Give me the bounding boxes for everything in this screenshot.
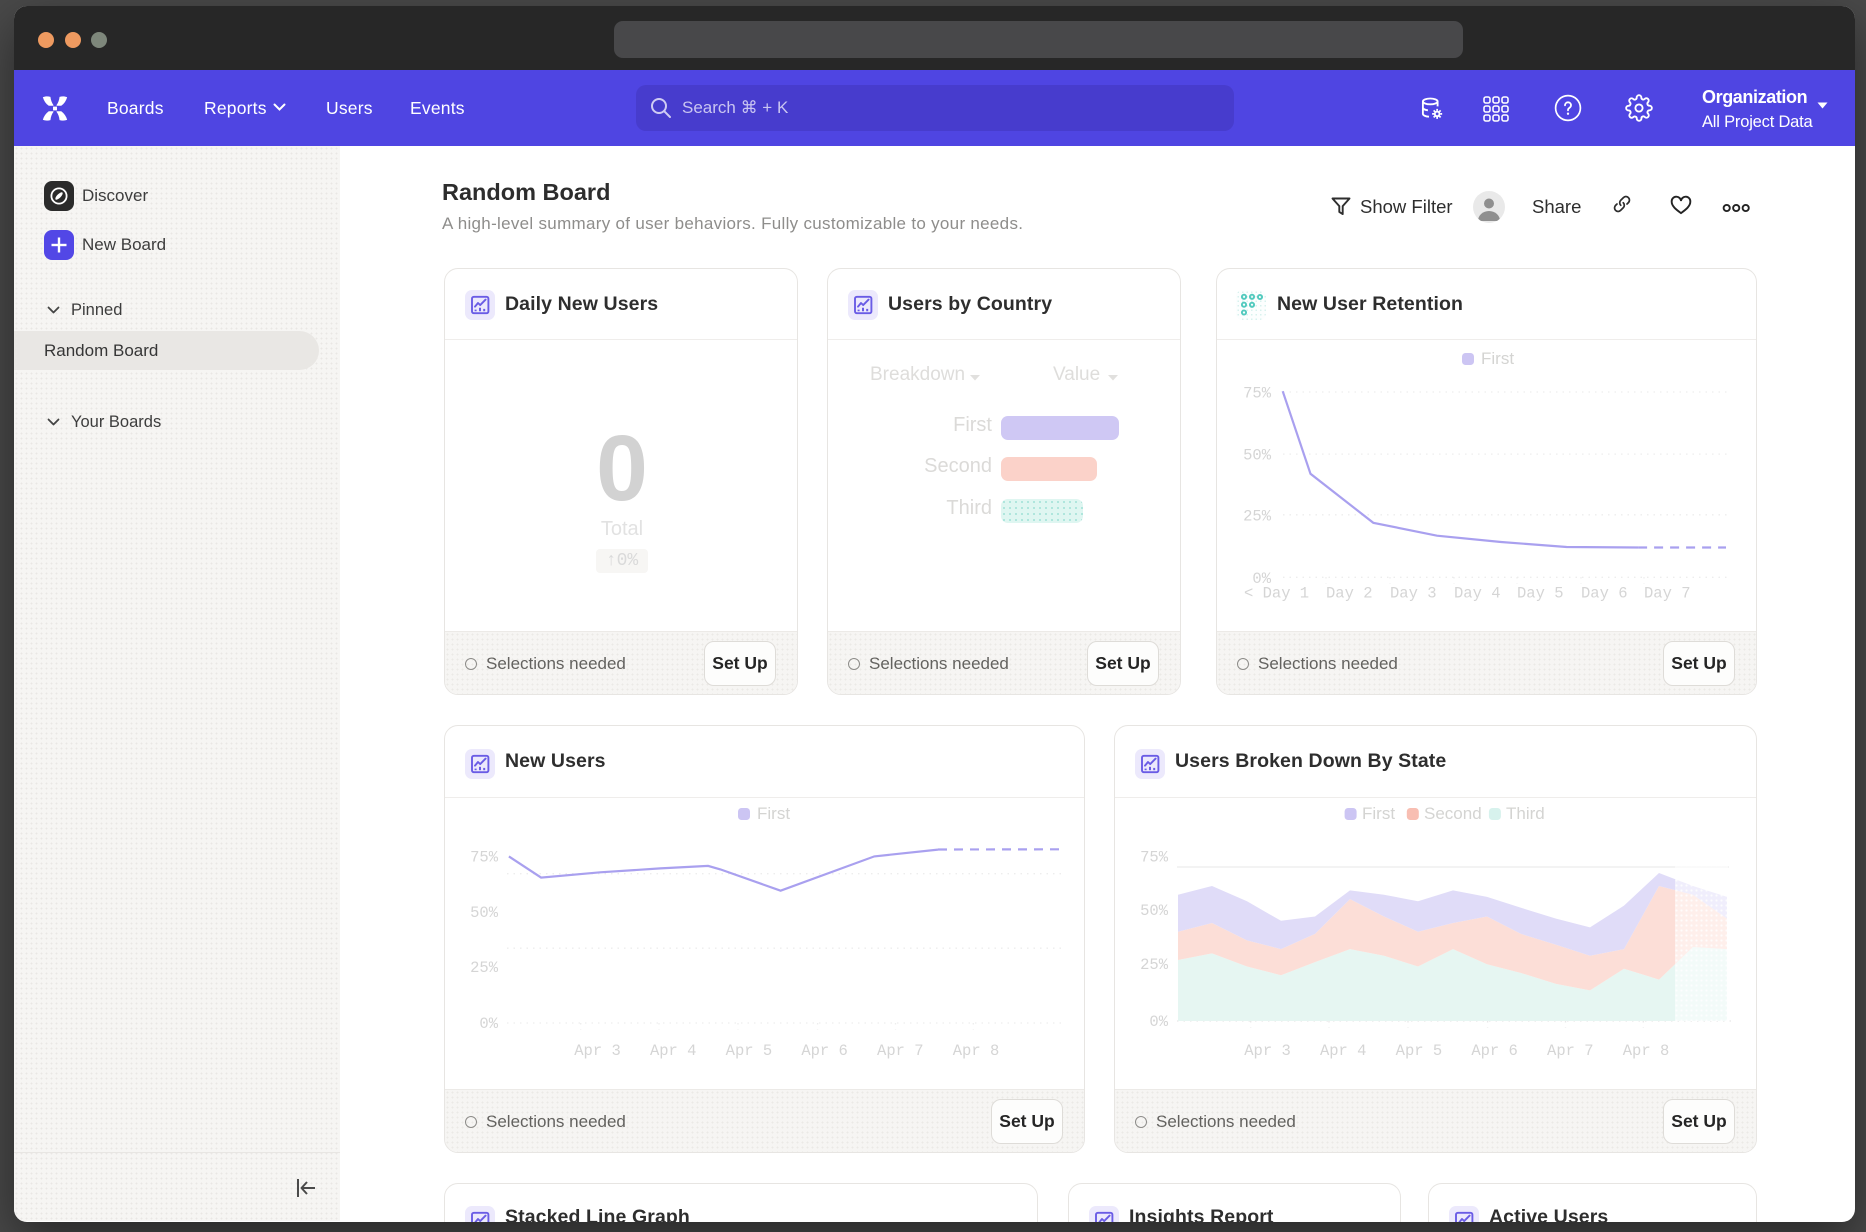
svg-text:Apr 5: Apr 5 bbox=[1396, 1042, 1443, 1060]
svg-text:First: First bbox=[1481, 349, 1514, 368]
svg-text:Day 2: Day 2 bbox=[1326, 585, 1373, 603]
svg-text:75%: 75% bbox=[470, 849, 499, 867]
svg-text:Day 6: Day 6 bbox=[1581, 585, 1628, 603]
svg-text:Day 5: Day 5 bbox=[1517, 585, 1564, 603]
svg-text:75%: 75% bbox=[1243, 385, 1272, 403]
svg-text:Second: Second bbox=[1424, 804, 1482, 823]
svg-text:Apr 3: Apr 3 bbox=[574, 1042, 621, 1060]
svg-text:Day 7: Day 7 bbox=[1644, 585, 1691, 603]
svg-text:Third: Third bbox=[1506, 804, 1545, 823]
svg-text:0%: 0% bbox=[1252, 570, 1271, 588]
svg-text:First: First bbox=[1362, 804, 1395, 823]
svg-text:Apr 8: Apr 8 bbox=[953, 1042, 1000, 1060]
svg-text:0%: 0% bbox=[479, 1015, 498, 1033]
svg-text:75%: 75% bbox=[1140, 849, 1169, 867]
svg-text:50%: 50% bbox=[470, 904, 499, 922]
svg-text:Day 3: Day 3 bbox=[1390, 585, 1437, 603]
svg-text:25%: 25% bbox=[470, 959, 499, 977]
svg-text:Apr 7: Apr 7 bbox=[877, 1042, 924, 1060]
svg-text:Apr 4: Apr 4 bbox=[650, 1042, 697, 1060]
svg-text:< Day 1: < Day 1 bbox=[1244, 585, 1309, 603]
svg-text:Apr 6: Apr 6 bbox=[801, 1042, 848, 1060]
svg-text:25%: 25% bbox=[1243, 507, 1272, 525]
svg-text:Apr 4: Apr 4 bbox=[1320, 1042, 1367, 1060]
svg-text:50%: 50% bbox=[1140, 902, 1169, 920]
svg-text:Day 4: Day 4 bbox=[1454, 585, 1501, 603]
svg-text:25%: 25% bbox=[1140, 956, 1169, 974]
svg-text:Apr 5: Apr 5 bbox=[726, 1042, 773, 1060]
svg-text:Apr 7: Apr 7 bbox=[1547, 1042, 1594, 1060]
svg-text:Apr 6: Apr 6 bbox=[1471, 1042, 1518, 1060]
svg-text:0%: 0% bbox=[1149, 1013, 1168, 1031]
svg-text:First: First bbox=[757, 804, 790, 823]
svg-text:50%: 50% bbox=[1243, 447, 1272, 465]
svg-text:Apr 8: Apr 8 bbox=[1623, 1042, 1670, 1060]
svg-text:Apr 3: Apr 3 bbox=[1244, 1042, 1291, 1060]
